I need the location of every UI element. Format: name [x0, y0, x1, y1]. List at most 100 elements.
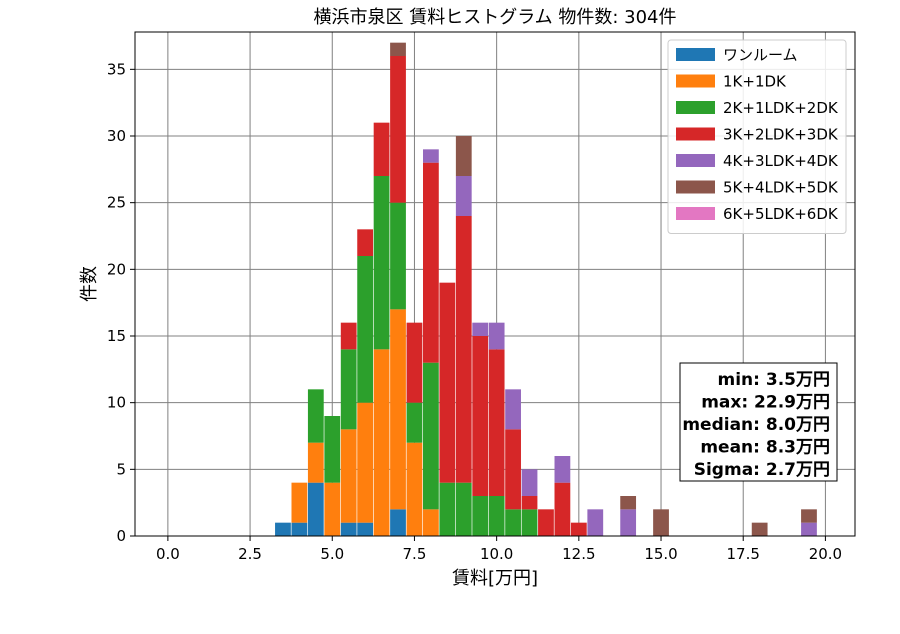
plot-area-frame — [134, 31, 856, 537]
bar-segment — [373, 122, 390, 176]
legend-label: 2K+1LDK+2DK — [723, 99, 839, 117]
bar-segment — [439, 482, 456, 536]
bar-segment — [455, 176, 472, 216]
bar-segment — [307, 482, 324, 536]
legend-swatch — [676, 127, 715, 141]
bar-segment — [554, 482, 571, 536]
y-tick-label: 15 — [107, 327, 126, 345]
bar-segment — [488, 322, 505, 350]
bar-segment — [439, 282, 456, 483]
legend-label: 4K+3LDK+4DK — [723, 152, 839, 170]
bar-segment — [538, 509, 554, 536]
legend-label: 1K+1DK — [723, 73, 787, 91]
bar-segment — [390, 309, 406, 510]
legend-label: 5K+4LDK+5DK — [723, 179, 839, 197]
x-tick-label: 5.0 — [320, 545, 344, 563]
y-tick-label: 0 — [116, 527, 126, 545]
chart-title: 横浜市泉区 賃料ヒストグラム 物件数: 304件 — [313, 7, 676, 28]
legend-label: ワンルーム — [723, 46, 798, 64]
bar-segment — [801, 509, 817, 523]
legend-swatch — [676, 48, 715, 61]
bar-segment — [472, 496, 489, 536]
x-tick-label: 0.0 — [156, 545, 180, 563]
x-tick-label: 17.5 — [727, 545, 760, 563]
bar-segment — [423, 509, 439, 536]
legend-swatch — [676, 154, 715, 167]
bar-segment — [291, 482, 308, 523]
legend-swatch — [676, 74, 715, 88]
x-tick-label: 20.0 — [809, 545, 842, 563]
bar-segment — [620, 496, 637, 510]
legend-swatch — [676, 101, 715, 114]
x-tick-label: 12.5 — [562, 545, 595, 563]
bar-segment — [423, 149, 439, 163]
bar-segment — [406, 322, 423, 403]
bar-segment — [587, 509, 604, 536]
stats-line: min: 3.5万円 — [718, 370, 830, 390]
bar-segment — [751, 522, 768, 536]
bar-segment — [373, 176, 390, 350]
bar-segment — [488, 496, 505, 536]
bar-segment — [307, 442, 324, 483]
bar-segment — [357, 402, 374, 523]
bar-segment — [505, 429, 521, 510]
y-tick-label: 35 — [107, 60, 126, 78]
bar-segment — [488, 349, 505, 496]
x-axis-label: 賃料[万円] — [452, 568, 538, 589]
bar-segment — [455, 216, 472, 483]
bar-segment — [406, 442, 423, 536]
bars — [275, 42, 817, 536]
bar-segment — [521, 496, 538, 510]
bar-segment — [620, 509, 637, 536]
stats-frame — [679, 362, 838, 482]
bar-segment — [505, 389, 521, 430]
bar-segment — [455, 482, 472, 536]
x-tick-label: 7.5 — [403, 545, 427, 563]
stats-line: max: 22.9万円 — [701, 393, 830, 413]
x-tick-label: 15.0 — [644, 545, 677, 563]
bar-segment — [357, 229, 374, 256]
bar-segment — [340, 522, 357, 536]
legend: ワンルーム 1K+1DK 2K+1LDK+2DK 3K+2LDK+3DK 4K+3LDK… — [667, 39, 847, 234]
stats-line: median: 8.0万円 — [682, 415, 830, 435]
legend-label: 3K+2LDK+3DK — [723, 126, 839, 144]
bar-segment — [505, 509, 521, 536]
x-tick-label: 2.5 — [238, 545, 262, 563]
bar-segment — [406, 402, 423, 443]
bar-segment — [373, 349, 390, 536]
bar-segment — [357, 522, 374, 536]
bar-segment — [340, 429, 357, 523]
y-tick-label: 30 — [107, 127, 126, 145]
bar-segment — [423, 362, 439, 510]
bar-segment — [570, 522, 587, 536]
bar-segment — [291, 522, 308, 536]
bar-segment — [307, 389, 324, 443]
bar-segment — [455, 136, 472, 176]
stats-line: Sigma: 2.7万円 — [694, 460, 830, 480]
bar-segment — [390, 42, 406, 56]
bar-segment — [340, 322, 357, 350]
bar-segment — [340, 349, 357, 430]
y-tick-label: 10 — [107, 394, 126, 412]
bar-segment — [423, 162, 439, 363]
stats-line: mean: 8.3万円 — [700, 438, 830, 458]
bar-segment — [390, 202, 406, 310]
x-tick-label: 10.0 — [480, 545, 513, 563]
bar-segment — [554, 456, 571, 483]
y-axis-ticks: 0 5 10 15 20 25 30 35 — [107, 60, 135, 545]
bar-segment — [801, 522, 817, 536]
legend-swatch — [676, 180, 715, 194]
bar-segment — [521, 469, 538, 496]
bar-segment — [521, 509, 538, 536]
bar-segment — [472, 322, 489, 336]
bar-segment — [390, 56, 406, 203]
bar-segment — [275, 522, 291, 536]
legend-swatch — [676, 207, 715, 220]
bar-segment — [653, 509, 669, 536]
y-tick-label: 20 — [107, 260, 126, 278]
bar-segment — [324, 416, 341, 483]
bar-segment — [390, 509, 406, 536]
